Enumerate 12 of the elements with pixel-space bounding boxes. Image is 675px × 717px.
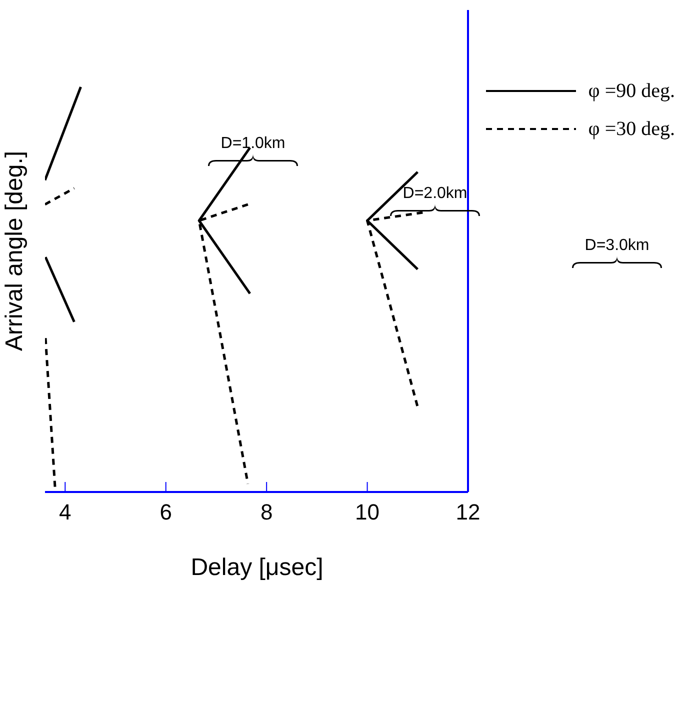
x-tick-label: 10 — [355, 500, 380, 525]
annotation: D=1.0km — [220, 135, 286, 152]
x-tick-label: 4 — [59, 500, 72, 525]
x-axis-title: Delay [μsec] — [190, 554, 324, 581]
annotation: D=2.0km — [402, 185, 468, 202]
legend-label: φ =90 deg. — [588, 80, 675, 102]
x-tick-label: 6 — [160, 500, 172, 525]
y-axis-title: Arrival angle [deg.] — [1, 150, 28, 352]
x-tick-label: 12 — [456, 500, 480, 525]
legend-label: φ =30 deg. — [588, 118, 675, 140]
text: D=3.0km — [584, 237, 650, 254]
x-tick-label: 8 — [260, 500, 273, 525]
